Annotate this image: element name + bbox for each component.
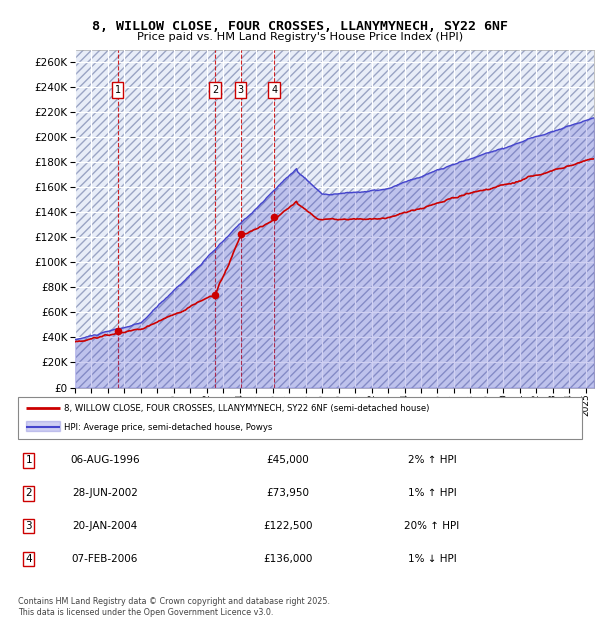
Text: 2: 2 [212, 85, 218, 95]
Text: 06-AUG-1996: 06-AUG-1996 [70, 455, 140, 466]
Text: 20-JAN-2004: 20-JAN-2004 [73, 521, 137, 531]
Text: 20% ↑ HPI: 20% ↑ HPI [404, 521, 460, 531]
Text: 4: 4 [271, 85, 277, 95]
FancyBboxPatch shape [18, 397, 582, 439]
Text: £136,000: £136,000 [263, 554, 313, 564]
Text: £122,500: £122,500 [263, 521, 313, 531]
Text: Contains HM Land Registry data © Crown copyright and database right 2025.
This d: Contains HM Land Registry data © Crown c… [18, 598, 330, 617]
Text: 8, WILLOW CLOSE, FOUR CROSSES, LLANYMYNECH, SY22 6NF (semi-detached house): 8, WILLOW CLOSE, FOUR CROSSES, LLANYMYNE… [64, 404, 430, 413]
Text: Price paid vs. HM Land Registry's House Price Index (HPI): Price paid vs. HM Land Registry's House … [137, 32, 463, 42]
Text: £73,950: £73,950 [266, 488, 310, 498]
Text: 3: 3 [238, 85, 244, 95]
Text: 07-FEB-2006: 07-FEB-2006 [72, 554, 138, 564]
Text: 1: 1 [25, 455, 32, 466]
Text: 2: 2 [25, 488, 32, 498]
Text: £45,000: £45,000 [266, 455, 310, 466]
Text: 28-JUN-2002: 28-JUN-2002 [72, 488, 138, 498]
Text: 1: 1 [115, 85, 121, 95]
Text: 1% ↓ HPI: 1% ↓ HPI [407, 554, 457, 564]
Text: 8, WILLOW CLOSE, FOUR CROSSES, LLANYMYNECH, SY22 6NF: 8, WILLOW CLOSE, FOUR CROSSES, LLANYMYNE… [92, 20, 508, 33]
Text: HPI: Average price, semi-detached house, Powys: HPI: Average price, semi-detached house,… [64, 423, 272, 432]
Text: 1% ↑ HPI: 1% ↑ HPI [407, 488, 457, 498]
Text: 3: 3 [25, 521, 32, 531]
Text: 2% ↑ HPI: 2% ↑ HPI [407, 455, 457, 466]
Text: 4: 4 [25, 554, 32, 564]
